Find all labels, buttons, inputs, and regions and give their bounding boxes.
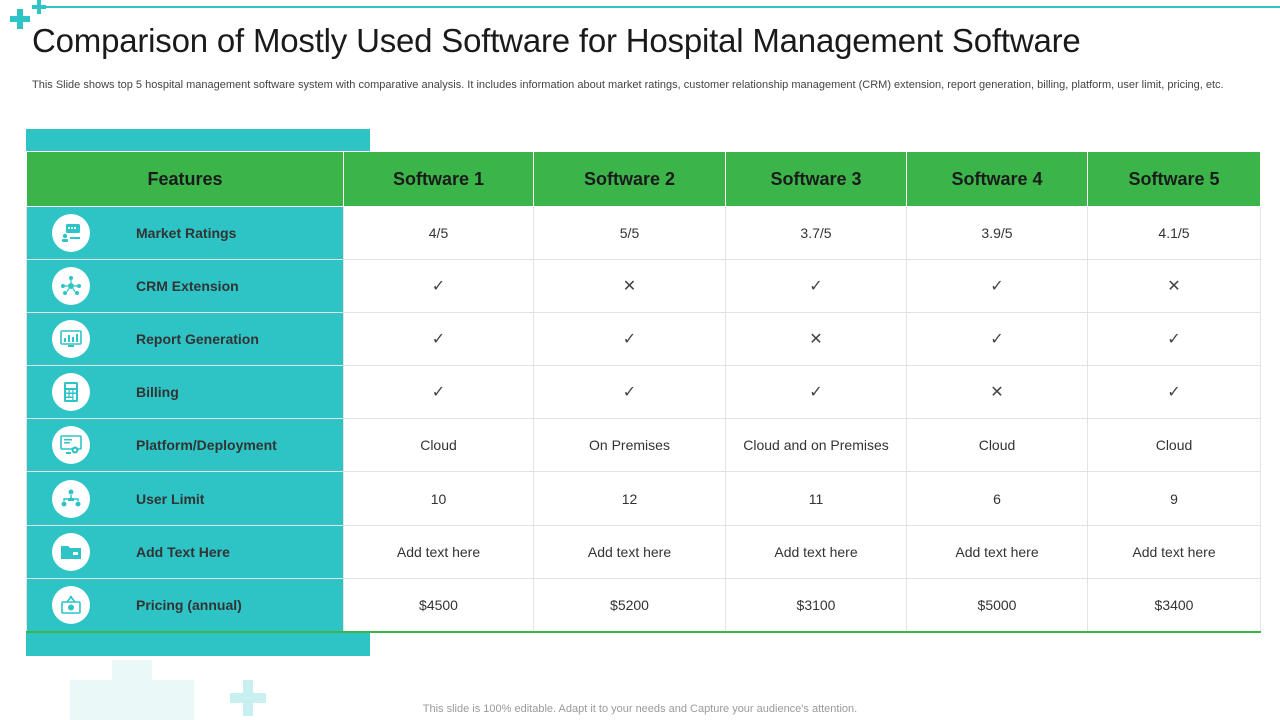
cross-mark: ✕ — [1087, 259, 1261, 314]
table-cell: 11 — [725, 471, 907, 526]
page-subtitle: This Slide shows top 5 hospital manageme… — [32, 79, 1224, 91]
table-cell: On Premises — [533, 418, 726, 473]
check-mark: ✓ — [1087, 312, 1261, 367]
check-mark: ✓ — [725, 365, 907, 420]
users-hierarchy-icon — [52, 479, 90, 518]
plus-icon — [230, 680, 266, 716]
check-mark: ✓ — [533, 365, 726, 420]
table-cell: 3.7/5 — [725, 205, 907, 261]
feature-cell: Platform/Deployment — [26, 418, 344, 473]
plus-icon — [32, 0, 46, 14]
table-row: Platform/Deployment Cloud On Premises Cl… — [26, 418, 1261, 473]
header-software-4: Software 4 — [906, 151, 1088, 207]
table-row: User Limit 10 12 11 6 9 — [26, 471, 1261, 526]
table-cell: 12 — [533, 471, 726, 526]
table-row: Pricing (annual) $4500 $5200 $3100 $5000… — [26, 577, 1261, 633]
table-cell: 4/5 — [343, 205, 534, 261]
feature-label: Pricing (annual) — [136, 596, 242, 613]
network-people-icon — [52, 267, 90, 306]
feature-label: User Limit — [136, 490, 205, 507]
feature-cell: User Limit — [26, 471, 344, 526]
feature-cell: Pricing (annual) — [26, 577, 344, 633]
header-software-3: Software 3 — [725, 151, 907, 207]
table-cell: Add text here — [725, 524, 907, 579]
feature-cell: Billing — [26, 365, 344, 420]
table-row: Market Ratings 4/5 5/5 3.7/5 3.9/5 4.1/5 — [26, 205, 1261, 261]
rating-chat-icon — [52, 214, 90, 253]
feature-cell: CRM Extension — [26, 259, 344, 314]
table-cell: 3.9/5 — [906, 205, 1088, 261]
table-cell: $3400 — [1087, 577, 1261, 633]
table-cell: 10 — [343, 471, 534, 526]
feature-label: Platform/Deployment — [136, 437, 277, 454]
table-cell: 4.1/5 — [1087, 205, 1261, 261]
feature-cell: Add Text Here — [26, 524, 344, 579]
table-cell: Cloud — [343, 418, 534, 473]
feature-label: Report Generation — [136, 331, 259, 348]
feature-label: Billing — [136, 384, 179, 401]
table-cell: Add text here — [1087, 524, 1261, 579]
table-cell: Cloud — [1087, 418, 1261, 473]
feature-label: Market Ratings — [136, 225, 237, 242]
check-mark: ✓ — [906, 259, 1088, 314]
top-accent-line — [40, 6, 1280, 8]
header-software-1: Software 1 — [343, 151, 534, 207]
header-features: Features — [26, 151, 344, 207]
table-cell: Add text here — [343, 524, 534, 579]
check-mark: ✓ — [343, 365, 534, 420]
report-chart-icon — [52, 320, 90, 359]
table-cell: Add text here — [533, 524, 726, 579]
table-row: Billing ✓ ✓ ✓ ✕ ✓ — [26, 365, 1261, 420]
teal-band-top — [26, 129, 370, 151]
plus-icon — [10, 9, 30, 29]
table-cell: $4500 — [343, 577, 534, 633]
folder-icon — [52, 532, 90, 571]
table-cell: Cloud and on Premises — [725, 418, 907, 473]
table-row: CRM Extension ✓ ✕ ✓ ✓ ✕ — [26, 259, 1261, 314]
table-cell: Add text here — [906, 524, 1088, 579]
feature-cell: Report Generation — [26, 312, 344, 367]
table-cell: $5000 — [906, 577, 1088, 633]
calculator-icon — [52, 373, 90, 412]
table-cell: $5200 — [533, 577, 726, 633]
feature-label: Add Text Here — [136, 543, 230, 560]
check-mark: ✓ — [533, 312, 726, 367]
footer-note: This slide is 100% editable. Adapt it to… — [422, 703, 858, 715]
table-row: Add Text Here Add text here Add text her… — [26, 524, 1261, 579]
header-software-5: Software 5 — [1087, 151, 1261, 207]
table-row: Report Generation ✓ ✓ ✕ ✓ ✓ — [26, 312, 1261, 367]
cross-mark: ✕ — [533, 259, 726, 314]
table-cell: 6 — [906, 471, 1088, 526]
cross-mark: ✕ — [725, 312, 907, 367]
cross-mark: ✕ — [906, 365, 1088, 420]
check-mark: ✓ — [906, 312, 1088, 367]
check-mark: ✓ — [343, 259, 534, 314]
table-cell: Cloud — [906, 418, 1088, 473]
teal-band-bottom — [26, 633, 370, 656]
table-cell: 5/5 — [533, 205, 726, 261]
price-money-icon — [52, 585, 90, 624]
comparison-table: Features Software 1 Software 2 Software … — [26, 151, 1261, 633]
check-mark: ✓ — [1087, 365, 1261, 420]
table-cell: 9 — [1087, 471, 1261, 526]
check-mark: ✓ — [725, 259, 907, 314]
header-software-2: Software 2 — [533, 151, 726, 207]
decor-cross-shape — [70, 680, 194, 720]
feature-cell: Market Ratings — [26, 205, 344, 261]
feature-label: CRM Extension — [136, 278, 239, 295]
page-title: Comparison of Mostly Used Software for H… — [32, 22, 1081, 59]
monitor-gear-icon — [52, 426, 90, 465]
check-mark: ✓ — [343, 312, 534, 367]
table-cell: $3100 — [725, 577, 907, 633]
table-header-row: Features Software 1 Software 2 Software … — [26, 151, 1261, 207]
